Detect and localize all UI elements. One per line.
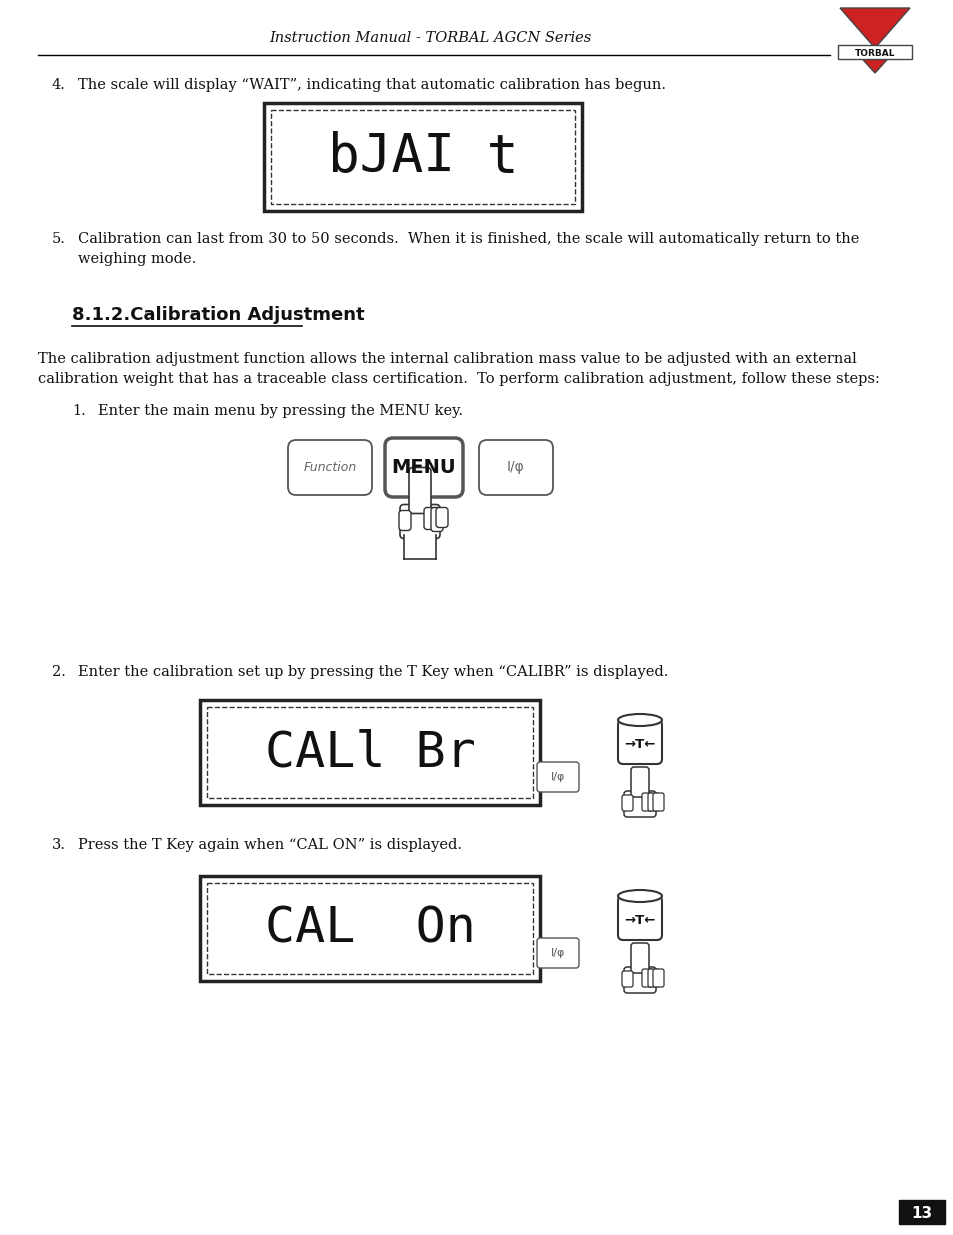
Text: Calibration can last from 30 to 50 seconds.  When it is finished, the scale will: Calibration can last from 30 to 50 secon… [78, 232, 859, 246]
Text: weighing mode.: weighing mode. [78, 252, 196, 266]
Text: CALl Br: CALl Br [264, 729, 475, 777]
FancyBboxPatch shape [409, 468, 431, 514]
Bar [200, 876, 539, 981]
FancyBboxPatch shape [623, 790, 656, 818]
Polygon shape [855, 52, 893, 73]
FancyBboxPatch shape [537, 762, 578, 792]
Text: Function: Function [303, 461, 356, 474]
Text: bJAI t: bJAI t [328, 131, 517, 183]
FancyBboxPatch shape [436, 508, 448, 527]
FancyBboxPatch shape [423, 508, 436, 530]
Ellipse shape [618, 890, 661, 902]
FancyBboxPatch shape [398, 510, 411, 531]
FancyBboxPatch shape [641, 793, 652, 811]
Text: Enter the main menu by pressing the MENU key.: Enter the main menu by pressing the MENU… [98, 404, 462, 417]
FancyBboxPatch shape [621, 971, 633, 987]
Text: Enter the calibration set up by pressing the T Key when “CALIBR” is displayed.: Enter the calibration set up by pressing… [78, 664, 668, 679]
Bar [200, 700, 539, 805]
Text: 2.: 2. [52, 664, 66, 679]
FancyBboxPatch shape [647, 793, 659, 811]
Bar [271, 110, 575, 204]
Bar [898, 1200, 944, 1224]
Bar [837, 44, 911, 59]
FancyBboxPatch shape [399, 505, 439, 538]
Bar [207, 706, 533, 798]
Bar [403, 532, 436, 557]
FancyBboxPatch shape [288, 440, 372, 495]
Text: 3.: 3. [52, 839, 66, 852]
FancyBboxPatch shape [621, 795, 633, 811]
Text: 8.1.2.Calibration Adjustment: 8.1.2.Calibration Adjustment [71, 306, 364, 324]
FancyBboxPatch shape [652, 793, 663, 811]
FancyBboxPatch shape [537, 939, 578, 968]
FancyBboxPatch shape [478, 440, 553, 495]
FancyBboxPatch shape [431, 508, 442, 531]
Text: →T←: →T← [623, 737, 655, 751]
Text: The calibration adjustment function allows the internal calibration mass value t: The calibration adjustment function allo… [38, 352, 856, 366]
FancyBboxPatch shape [647, 969, 659, 987]
Text: I/φ: I/φ [507, 461, 524, 474]
FancyBboxPatch shape [630, 944, 648, 973]
FancyBboxPatch shape [630, 767, 648, 797]
FancyBboxPatch shape [618, 720, 661, 764]
Text: I/φ: I/φ [550, 772, 564, 782]
Text: 5.: 5. [52, 232, 66, 246]
FancyBboxPatch shape [652, 969, 663, 987]
Text: Instruction Manual - TORBAL AGCN Series: Instruction Manual - TORBAL AGCN Series [269, 31, 591, 44]
Ellipse shape [618, 714, 661, 726]
Text: CAL  On: CAL On [264, 904, 475, 952]
Text: 1.: 1. [71, 404, 86, 417]
Text: 4.: 4. [52, 78, 66, 91]
FancyBboxPatch shape [618, 897, 661, 940]
FancyBboxPatch shape [385, 438, 462, 496]
Text: I/φ: I/φ [550, 948, 564, 958]
Text: 13: 13 [910, 1205, 932, 1220]
Text: TORBAL: TORBAL [854, 48, 894, 58]
Text: calibration weight that has a traceable class certification.  To perform calibra: calibration weight that has a traceable … [38, 372, 879, 387]
FancyBboxPatch shape [641, 969, 652, 987]
Text: →T←: →T← [623, 914, 655, 926]
Polygon shape [840, 7, 909, 48]
Bar [207, 883, 533, 974]
Bar [264, 103, 581, 211]
Text: Press the T Key again when “CAL ON” is displayed.: Press the T Key again when “CAL ON” is d… [78, 839, 461, 852]
Text: MENU: MENU [392, 458, 456, 477]
FancyBboxPatch shape [623, 967, 656, 993]
Text: The scale will display “WAIT”, indicating that automatic calibration has begun.: The scale will display “WAIT”, indicatin… [78, 78, 665, 91]
